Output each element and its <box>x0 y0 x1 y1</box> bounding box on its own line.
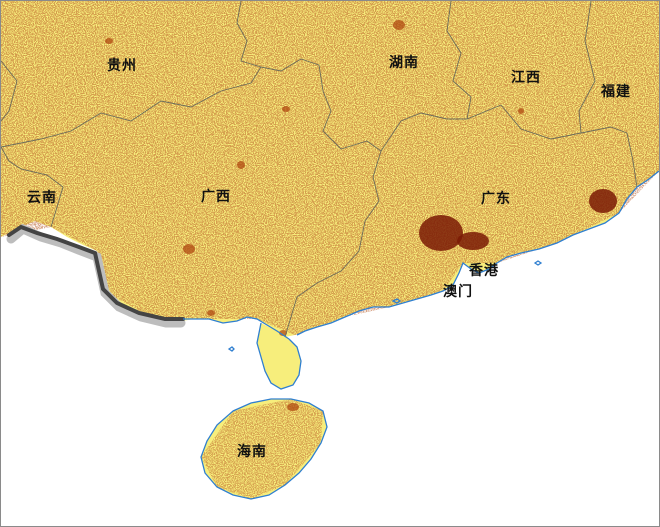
label-fujian: 福建 <box>601 84 631 100</box>
urban-density-texture <box>1 1 659 499</box>
label-hunan: 湖南 <box>389 55 419 71</box>
border-yunnan-guangxi <box>1 146 64 228</box>
leizhou-coast <box>256 322 302 390</box>
label-guizhou: 贵州 <box>107 58 137 74</box>
hainan-coast <box>200 398 328 500</box>
label-hainan: 海南 <box>237 444 267 460</box>
offshore-islet-3 <box>533 260 543 266</box>
border-guangxi-guangdong <box>284 150 382 338</box>
label-jiangxi: 江西 <box>511 70 541 86</box>
shenzhen-cluster <box>457 232 489 250</box>
label-guangdong: 广东 <box>481 191 511 207</box>
nanning-cluster <box>183 244 195 254</box>
changsha-cluster <box>393 20 405 30</box>
zhanjiang-cluster <box>279 330 287 336</box>
label-guangxi: 广西 <box>201 189 231 205</box>
label-hongkong: 香港 <box>469 263 499 279</box>
leizhou-peninsula <box>257 323 301 389</box>
shantou-cluster <box>589 189 617 213</box>
border-guizhou-yunnan <box>1 60 18 122</box>
guilin-cluster <box>237 161 245 169</box>
beihai-cluster <box>207 310 215 316</box>
coastline <box>183 170 659 500</box>
national-border <box>7 224 185 321</box>
label-macau: 澳门 <box>443 284 473 300</box>
province-borders <box>1 1 638 338</box>
border-guizhou-hunan <box>236 1 262 68</box>
mainland-coast <box>183 170 659 340</box>
offshore-islet-2 <box>227 346 235 352</box>
border-guizhou-guangxi <box>1 58 320 148</box>
border-jiangxi-fujian <box>578 1 596 134</box>
liuzhou-cluster <box>282 106 290 112</box>
urban-clusters <box>105 20 617 411</box>
guiyang-cluster <box>105 38 113 44</box>
border-hunan-jiangxi <box>446 1 472 120</box>
ganzhou-cluster <box>518 108 524 114</box>
border-hunan-guangxi <box>318 64 382 152</box>
offshore-islet-1 <box>391 298 402 304</box>
label-yunnan: 云南 <box>27 190 57 206</box>
border-hunan-guangdong <box>380 104 502 152</box>
haikou-cluster <box>287 403 299 411</box>
border-jiangxi-guangdong <box>500 104 628 140</box>
border-fujian-guangdong <box>626 132 638 188</box>
pearl-river-delta-cluster <box>419 215 463 251</box>
